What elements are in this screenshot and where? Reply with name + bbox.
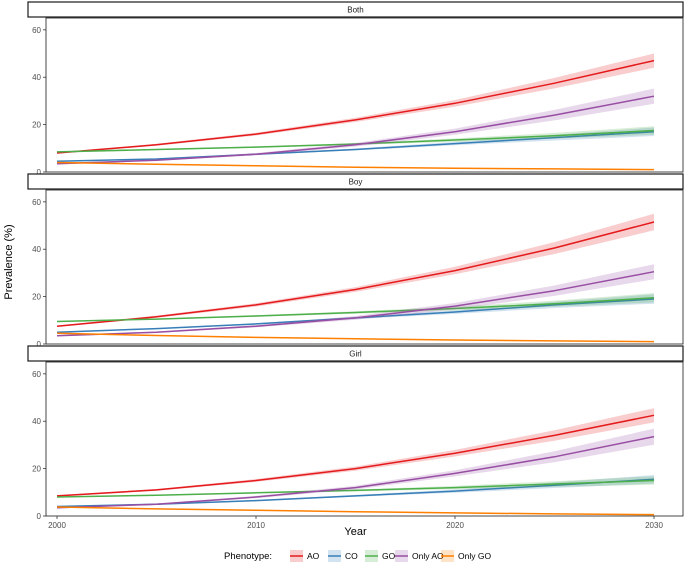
legend-label-go: GO	[382, 551, 396, 561]
series-line-co	[56, 130, 655, 163]
legend-label-only-ao: Only AO	[412, 551, 444, 561]
y-axis-title: Prevalence (%)	[3, 224, 15, 299]
y-tick-label: 0	[37, 168, 42, 177]
legend-item-only-go: Only GO	[441, 550, 491, 562]
y-tick-label: 40	[32, 245, 41, 254]
series-line-ao	[56, 59, 655, 154]
legend-item-only-ao: Only AO	[395, 550, 444, 562]
y-tick-label: 0	[37, 340, 42, 349]
ci-band-go	[57, 476, 654, 498]
series-line-only-ao	[56, 270, 655, 337]
series-line-only-ao	[56, 435, 655, 509]
legend-item-co: CO	[328, 550, 358, 562]
series-line-go	[56, 297, 655, 323]
panel-border	[45, 17, 684, 173]
panel-strip-label: Both	[347, 6, 363, 15]
panel-strip	[27, 1, 684, 18]
legend-label-co: CO	[345, 551, 358, 561]
y-tick-label: 60	[32, 26, 41, 35]
panel-boy: Boy 0 20 40 60	[27, 173, 684, 349]
ci-band-only-ao	[57, 88, 654, 165]
legend-item-ao: AO	[290, 550, 320, 562]
y-tick-label: 40	[32, 417, 41, 426]
series-line-only-go	[56, 161, 655, 171]
y-tick-label: 0	[37, 512, 42, 521]
x-tick-label: 2000	[48, 521, 66, 530]
panel-strip	[27, 345, 684, 362]
ci-band-ao	[57, 213, 654, 327]
panel-border	[45, 189, 684, 345]
y-tick-label: 20	[32, 121, 41, 130]
y-tick-label: 40	[32, 73, 41, 82]
panel-both: Both 0 20 40 60	[27, 1, 684, 177]
panel-girl: Girl 0 20 40 60 2000 2010 2020 2030	[27, 345, 684, 530]
series-line-only-go	[56, 506, 655, 516]
legend-label-ao: AO	[307, 551, 320, 561]
y-tick-label: 20	[32, 293, 41, 302]
y-tick-label: 60	[32, 198, 41, 207]
series-line-only-go	[56, 332, 655, 343]
x-axis-title: Year	[344, 526, 367, 538]
series-line-only-ao	[56, 95, 655, 165]
y-tick-label: 20	[32, 465, 41, 474]
legend: Phenotype: AO CO GO Only AO Only GO	[224, 550, 491, 562]
series-line-go	[56, 479, 655, 498]
series-line-ao	[56, 221, 655, 327]
x-tick-label: 2020	[446, 521, 464, 530]
panel-strip	[27, 173, 684, 190]
legend-title: Phenotype:	[224, 551, 272, 562]
x-tick-label: 2030	[645, 521, 663, 530]
panel-strip-label: Boy	[349, 178, 363, 187]
y-tick-label: 60	[32, 370, 41, 379]
legend-label-only-go: Only GO	[458, 551, 491, 561]
x-tick-label: 2010	[247, 521, 265, 530]
series-line-ao	[56, 414, 655, 497]
panel-border	[45, 361, 684, 517]
panel-strip-label: Girl	[349, 350, 362, 359]
legend-item-go: GO	[365, 550, 396, 562]
series-line-go	[56, 129, 655, 153]
